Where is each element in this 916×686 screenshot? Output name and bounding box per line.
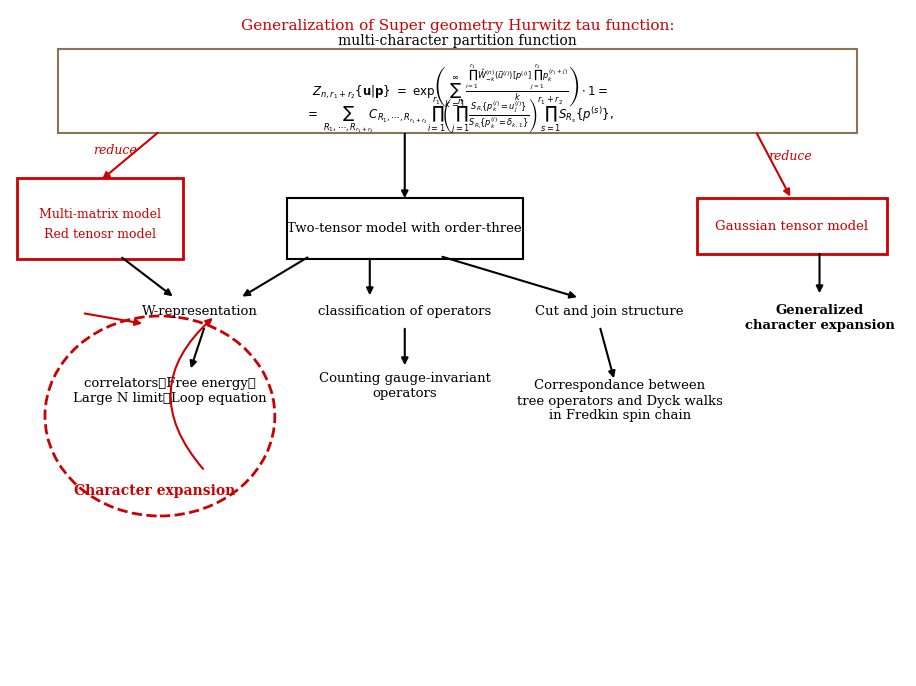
Text: Multi-matrix model: Multi-matrix model xyxy=(39,207,161,220)
Text: Red tenosr model: Red tenosr model xyxy=(44,228,156,241)
Text: Gaussian tensor model: Gaussian tensor model xyxy=(715,220,868,233)
FancyBboxPatch shape xyxy=(58,49,857,133)
Text: classification of operators: classification of operators xyxy=(318,305,491,318)
Text: Character expansion: Character expansion xyxy=(74,484,235,498)
Text: reduce: reduce xyxy=(93,145,136,158)
Text: Correspondance between
tree operators and Dyck walks
in Fredkin spin chain: Correspondance between tree operators an… xyxy=(517,379,723,423)
FancyBboxPatch shape xyxy=(696,198,888,254)
Text: Two-tensor model with order-three: Two-tensor model with order-three xyxy=(288,222,522,235)
FancyBboxPatch shape xyxy=(287,198,523,259)
FancyBboxPatch shape xyxy=(17,178,183,259)
Text: correlators，Free energy，
Large N limit，Loop equation: correlators，Free energy， Large N limit，L… xyxy=(73,377,267,405)
Text: Generalization of Super geometry Hurwitz tau function:: Generalization of Super geometry Hurwitz… xyxy=(241,19,674,33)
Text: W-representation: W-representation xyxy=(142,305,257,318)
Text: Cut and join structure: Cut and join structure xyxy=(535,305,684,318)
Text: $Z_{n,r_1+r_2}\{\mathbf{u}|\mathbf{p}\}\ =\ \exp\!\left(\sum_{k=1}^{\infty}\frac: $Z_{n,r_1+r_2}\{\mathbf{u}|\mathbf{p}\}\… xyxy=(311,62,607,110)
Text: reduce: reduce xyxy=(768,150,812,163)
Text: Counting gauge-invariant
operators: Counting gauge-invariant operators xyxy=(319,372,491,400)
Text: multi-character partition function: multi-character partition function xyxy=(338,34,577,48)
Text: $=\ \sum_{R_1,\cdots,R_{r_1+r_2}}\!\!C_{R_1,\cdots,R_{r_1+r_2}}\prod_{i=1}^{r_1}: $=\ \sum_{R_1,\cdots,R_{r_1+r_2}}\!\!C_{… xyxy=(305,95,614,137)
Text: Generalized
character expansion: Generalized character expansion xyxy=(745,304,894,332)
